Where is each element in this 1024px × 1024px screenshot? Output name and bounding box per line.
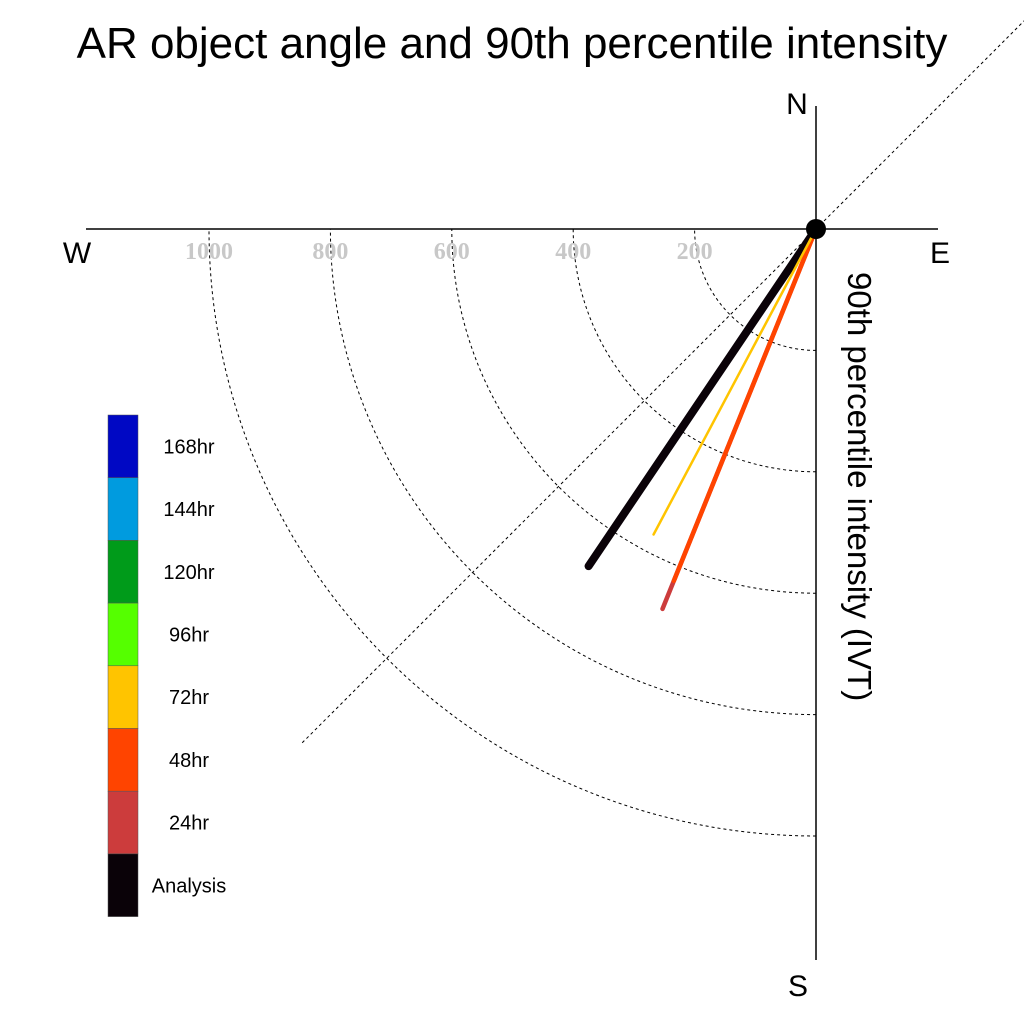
legend-label: Analysis [152,875,226,897]
tick-label: 400 [555,239,591,265]
series-line-48hr [671,226,819,584]
compass-w: W [63,237,92,270]
legend-label: 120hr [163,562,214,584]
legend-swatch [107,540,139,604]
legend-swatch [107,665,139,729]
legend-swatch [107,728,139,792]
tick-label: 600 [434,239,470,265]
legend-swatch [107,853,139,917]
grid-arc [451,228,817,594]
legend-label: 96hr [169,624,209,646]
compass-s: S [788,970,808,1003]
y-axis-label: 90th percentile intensity (IVT) [841,272,878,701]
tick-label: 1000 [185,239,233,265]
tick-label: 200 [677,239,713,265]
chart-title: AR object angle and 90th percentile inte… [77,19,948,68]
grid-diagonal [300,20,1024,745]
compass-e: E [930,237,950,270]
radial-tick-labels: 200 400 600 800 1000 [185,239,713,265]
series-lines [584,225,820,612]
legend-label: 72hr [169,687,209,709]
legend-label: 144hr [163,499,214,521]
legend-swatch [107,477,139,541]
polar-grid [208,20,1024,837]
legend-label: 168hr [163,436,214,458]
legend-swatch [107,414,139,478]
legend: 168hr 144hr 120hr 96hr 72hr 48hr 24hr Analysis [107,414,226,917]
compass-axes: N S E W [63,88,950,1003]
series-line-analysis [584,225,820,571]
series-line-72hr [652,227,818,536]
legend-label: 24hr [169,813,209,835]
grid-arc [572,228,817,473]
grid-arc [329,228,817,716]
compass-n: N [786,88,808,121]
legend-swatch [107,790,139,855]
tick-label: 800 [312,239,348,265]
grid-arc [208,228,817,837]
legend-swatch [107,602,139,667]
legend-label: 48hr [169,750,209,772]
origin-marker [806,219,826,239]
grid-arc [694,228,817,351]
